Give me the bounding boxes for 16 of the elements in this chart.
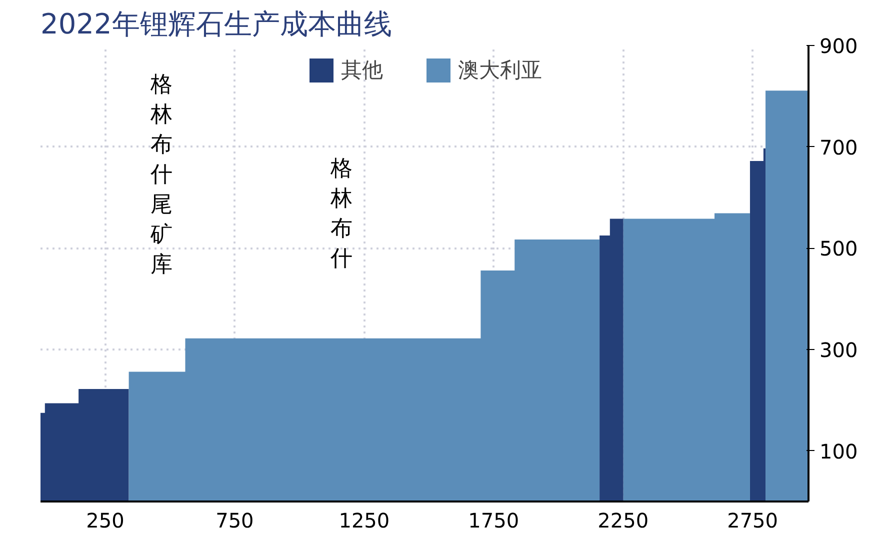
- y-tick-label: 500: [820, 236, 858, 261]
- y-tick-label: 100: [820, 439, 858, 464]
- legend-label: 澳大利亚: [458, 57, 542, 84]
- legend-label: 其他: [341, 57, 383, 84]
- y-tick-label: 900: [820, 34, 858, 58]
- x-tick-label: 2250: [598, 508, 649, 532]
- annotation: 格林布什: [330, 156, 352, 272]
- x-tick-label: 2750: [727, 508, 778, 532]
- y-tick-label: 300: [820, 338, 858, 362]
- x-tick-label: 750: [216, 508, 254, 532]
- x-tick-label: 1750: [468, 508, 520, 532]
- chart-title: 2022年锂辉石生产成本曲线: [40, 8, 392, 40]
- annotation: 格林布什尾矿库: [150, 72, 172, 278]
- x-tick-label: 250: [86, 508, 124, 532]
- y-tick-label: 700: [820, 135, 858, 160]
- x-tick-label: 1250: [338, 508, 390, 532]
